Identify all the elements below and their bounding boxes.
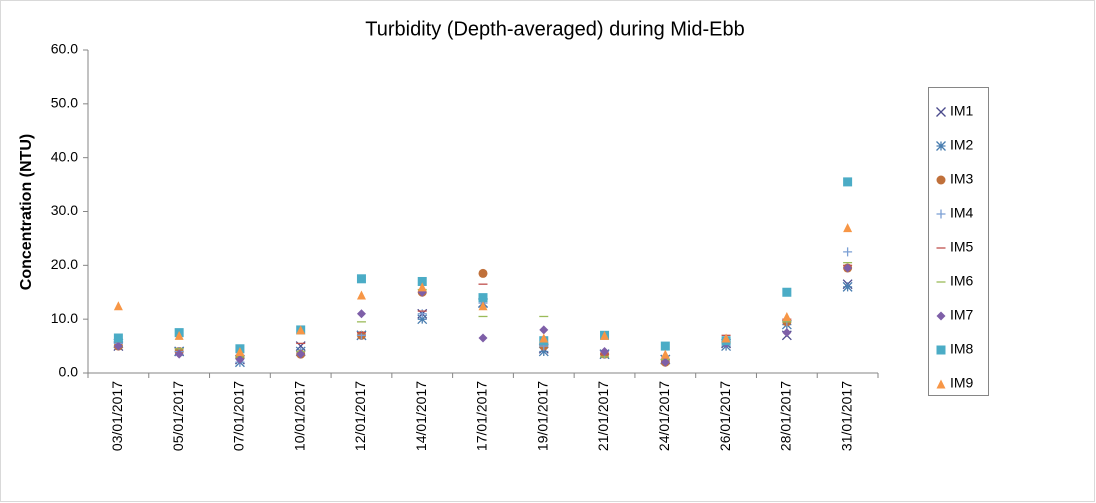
legend-marker	[936, 209, 946, 219]
data-point	[539, 333, 549, 343]
legend-marker	[936, 141, 946, 151]
data-point	[478, 293, 488, 303]
legend-label: IM9	[950, 375, 974, 391]
legend-label: IM1	[950, 103, 974, 119]
y-tick-label: 20.0	[51, 256, 78, 272]
data-point	[721, 333, 731, 343]
data-point	[356, 274, 366, 284]
data-point	[478, 301, 488, 311]
data-point	[843, 177, 853, 187]
data-point	[113, 341, 123, 351]
data-point	[843, 223, 853, 233]
data-point	[296, 349, 306, 359]
y-axis-title: Concentration (NTU)	[18, 134, 35, 290]
x-tick-label: 24/01/2017	[656, 381, 672, 451]
x-tick-label: 21/01/2017	[595, 381, 611, 451]
data-point	[660, 357, 670, 367]
legend-marker	[936, 175, 946, 185]
data-point	[600, 330, 610, 340]
data-point	[356, 290, 366, 300]
legend-label: IM2	[950, 137, 974, 153]
legend-marker	[936, 345, 946, 355]
data-point	[539, 325, 549, 335]
x-tick-label: 31/01/2017	[838, 381, 854, 451]
data-point	[782, 311, 792, 321]
data-point	[296, 325, 306, 335]
y-tick-label: 10.0	[51, 310, 78, 326]
x-tick-label: 19/01/2017	[534, 381, 550, 451]
x-tick-label: 03/01/2017	[109, 381, 125, 451]
legend-label: IM7	[950, 307, 974, 323]
legend-label: IM6	[950, 273, 974, 289]
legend-label: IM4	[950, 205, 974, 221]
data-point	[782, 328, 792, 338]
x-tick-label: 14/01/2017	[413, 381, 429, 451]
data-point	[538, 346, 549, 357]
y-tick-label: 30.0	[51, 202, 78, 218]
x-tick-label: 10/01/2017	[291, 381, 307, 451]
data-point	[417, 282, 427, 292]
legend-label: IM8	[950, 341, 974, 357]
data-point	[478, 268, 488, 278]
legend-marker	[936, 107, 946, 117]
legend-marker	[936, 311, 946, 321]
legend-label: IM5	[950, 239, 974, 255]
data-point	[782, 287, 792, 297]
x-tick-label: 26/01/2017	[717, 381, 733, 451]
data-point	[235, 346, 245, 356]
chart-title: Turbidity (Depth-averaged) during Mid-Eb…	[365, 18, 744, 40]
x-tick-label: 12/01/2017	[352, 381, 368, 451]
data-point	[843, 247, 853, 257]
x-tick-label: 05/01/2017	[170, 381, 186, 451]
x-tick-label: 07/01/2017	[231, 381, 247, 451]
x-tick-label: 28/01/2017	[778, 381, 794, 451]
data-point	[478, 333, 488, 343]
data-point	[174, 349, 184, 359]
data-point	[417, 314, 428, 325]
data-point	[600, 346, 610, 356]
data-point	[174, 330, 184, 340]
data-point	[235, 355, 245, 365]
y-tick-label: 40.0	[51, 148, 78, 164]
data-point	[843, 263, 853, 273]
y-tick-label: 0.0	[59, 364, 79, 380]
data-point	[113, 301, 123, 311]
data-point	[660, 341, 670, 351]
legend-marker	[936, 379, 946, 389]
data-point	[356, 309, 366, 319]
data-point	[842, 281, 853, 292]
y-tick-label: 50.0	[51, 95, 78, 111]
legend-label: IM3	[950, 171, 974, 187]
y-tick-label: 60.0	[51, 41, 78, 57]
data-point	[417, 276, 427, 286]
data-point	[113, 333, 123, 343]
data-point	[660, 349, 670, 359]
legend-box	[928, 87, 989, 396]
x-tick-label: 17/01/2017	[474, 381, 490, 451]
